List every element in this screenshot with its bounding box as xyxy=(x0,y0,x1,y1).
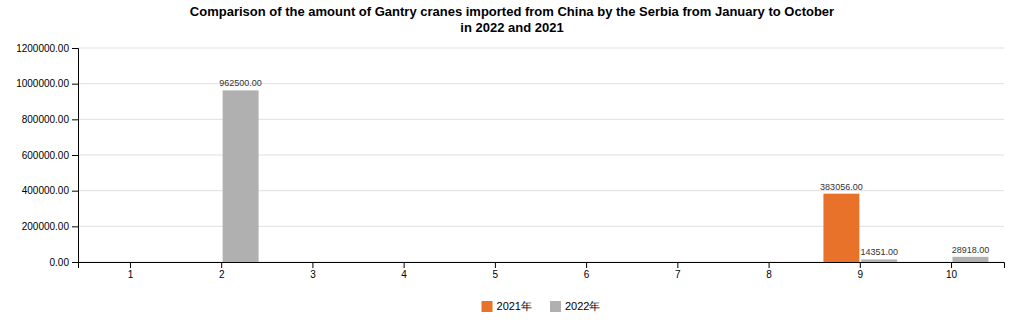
y-tick-mark xyxy=(72,226,78,227)
x-tick-label: 3 xyxy=(310,269,316,280)
y-axis-line xyxy=(72,49,79,263)
bar xyxy=(131,262,167,263)
title: Comparison of the amount of Gantry crane… xyxy=(190,4,834,35)
x-tick-label: 9 xyxy=(858,269,864,280)
y-tick-label: 600000.00 xyxy=(22,150,70,161)
y-tick-mark xyxy=(72,48,78,49)
x-tick-mark xyxy=(404,262,405,268)
bar xyxy=(223,90,259,262)
y-tick: 400000.00 xyxy=(22,185,78,196)
x-tick-mark xyxy=(677,262,678,268)
x-tick-mark xyxy=(586,262,587,268)
x-tick-label: 6 xyxy=(584,269,590,280)
bar xyxy=(496,262,532,263)
y-tick-mark xyxy=(72,119,78,120)
bar xyxy=(588,262,624,263)
x-tick: 2 xyxy=(219,262,225,280)
x-tick: 3 xyxy=(310,262,316,280)
grid-line xyxy=(78,226,1004,227)
y-tick-mark xyxy=(72,155,78,156)
grid xyxy=(78,48,1004,262)
chart: Comparison of the amount of Gantry crane… xyxy=(0,0,1024,320)
x-tick-mark xyxy=(312,262,313,268)
x-tick-mark xyxy=(860,262,861,268)
grid-line xyxy=(78,190,1004,191)
bar xyxy=(367,262,403,263)
bar xyxy=(641,262,677,263)
value-label: 28918.00 xyxy=(952,245,990,255)
x-tick-mark xyxy=(769,262,770,268)
bar xyxy=(732,262,768,263)
y-axis: 0.00 200000.00 400000.00 600000.00 800000.00… xyxy=(16,43,78,268)
legend-swatch xyxy=(550,301,561,312)
bar xyxy=(94,262,130,263)
x-tick: 4 xyxy=(401,262,407,280)
grid-line xyxy=(78,48,1004,49)
y-tick-label: 200000.00 xyxy=(22,221,70,232)
y-tick: 0.00 xyxy=(50,257,78,268)
value-label: 383056.00 xyxy=(820,182,863,192)
value-label: 962500.00 xyxy=(219,78,262,88)
x-tick: 6 xyxy=(584,262,590,280)
x-tick: 10 xyxy=(946,262,958,280)
y-tick: 600000.00 xyxy=(22,150,78,161)
bar xyxy=(405,262,441,263)
y-tick-mark xyxy=(72,84,78,85)
y-tick: 1200000.00 xyxy=(16,43,78,54)
y-tick-mark xyxy=(72,262,78,263)
y-tick-mark xyxy=(72,191,78,192)
bar xyxy=(459,262,495,263)
x-tick: 5 xyxy=(493,262,499,280)
value-labels: 383056.00 962500.00 14351.00 28918.00 xyxy=(219,78,989,257)
y-tick: 200000.00 xyxy=(22,221,78,232)
x-tick-mark xyxy=(221,262,222,268)
plot: 0.00 200000.00 400000.00 600000.00 800000.00… xyxy=(16,43,1004,280)
grid-line xyxy=(78,83,1004,84)
x-tick-label: 4 xyxy=(401,269,407,280)
x-tick-mark xyxy=(130,262,131,268)
x-tick-mark xyxy=(951,262,952,268)
x-tick-label: 2 xyxy=(219,269,225,280)
legend-swatch xyxy=(482,301,493,312)
y-tick: 1000000.00 xyxy=(16,78,78,89)
y-tick-label: 800000.00 xyxy=(22,114,70,125)
legend-item: 2021年 xyxy=(482,300,532,312)
x-tick-label: 1 xyxy=(128,269,134,280)
bar xyxy=(770,262,806,263)
y-tick-label: 1000000.00 xyxy=(16,78,69,89)
legend: 2021年 2022年 xyxy=(482,300,601,312)
y-tick: 800000.00 xyxy=(22,114,78,125)
x-tick-mark xyxy=(495,262,496,268)
grid-line xyxy=(78,119,1004,120)
legend-label: 2022年 xyxy=(565,300,600,312)
bar xyxy=(861,259,897,262)
bars xyxy=(223,90,989,262)
y-tick-label: 400000.00 xyxy=(22,185,70,196)
bar xyxy=(679,262,715,263)
value-label: 14351.00 xyxy=(860,247,898,257)
legend-item: 2022年 xyxy=(550,300,600,312)
bar xyxy=(185,262,221,263)
x-tick-label: 10 xyxy=(946,269,958,280)
bar xyxy=(314,262,350,263)
x-tick-label: 8 xyxy=(766,269,772,280)
x-tick: 7 xyxy=(675,262,681,280)
x-tick: 9 xyxy=(858,262,864,280)
grid-line xyxy=(78,155,1004,156)
x-tick: 8 xyxy=(766,262,772,280)
x-axis: 1 2 3 4 5 6 7 8 9 10 xyxy=(79,262,1005,280)
bar xyxy=(915,262,951,263)
bar xyxy=(823,194,859,262)
x-axis-line xyxy=(79,263,1005,269)
bar xyxy=(952,257,988,262)
x-tick-label: 5 xyxy=(493,269,499,280)
legend-label: 2021年 xyxy=(497,300,532,312)
x-tick: 1 xyxy=(128,262,134,280)
x-tick-label: 7 xyxy=(675,269,681,280)
y-tick-label: 0.00 xyxy=(50,257,70,268)
y-tick-label: 1200000.00 xyxy=(16,43,69,54)
bar xyxy=(550,262,586,263)
bar xyxy=(276,262,312,263)
